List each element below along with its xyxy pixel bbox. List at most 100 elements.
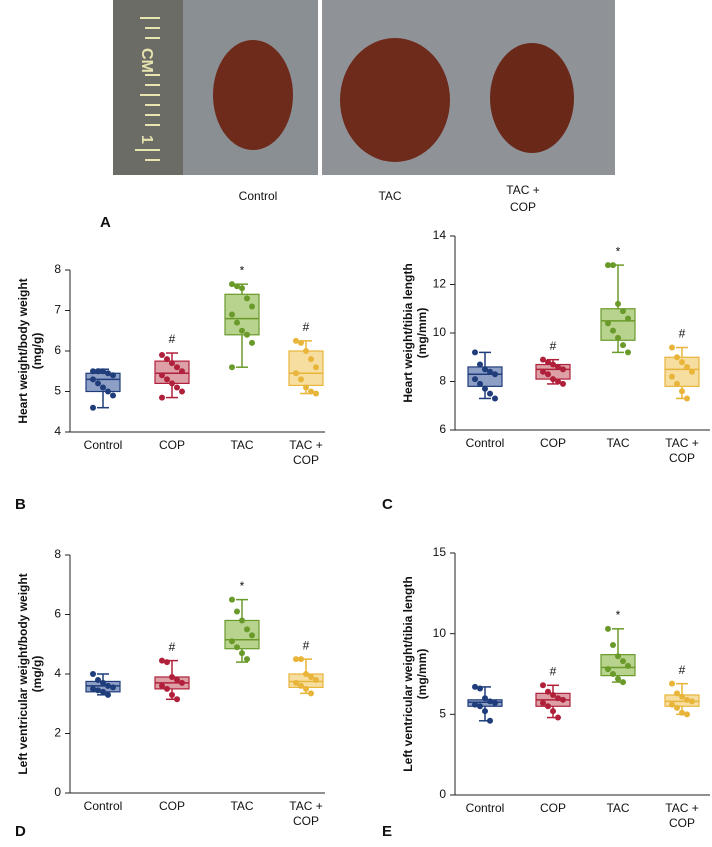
data-point [689,698,695,705]
data-point [615,653,621,660]
data-point [303,384,309,391]
data-point [174,696,180,703]
data-point [605,666,611,673]
photo-label: TAC + COP [506,183,540,214]
data-point [550,691,556,698]
data-point [298,656,304,663]
data-point [169,360,175,367]
ruler-area [113,0,183,175]
data-point [100,384,106,391]
data-point [625,315,631,322]
data-point [234,644,240,651]
data-point [95,380,101,387]
data-point [159,394,165,401]
data-point [679,388,685,395]
data-point [605,625,611,632]
x-tick-label: Control [83,438,123,452]
y-tick-label: 4 [54,666,61,680]
data-point [615,300,621,307]
x-tick-label: TAC + COP [665,436,699,465]
data-point [100,368,106,375]
data-point [545,371,551,378]
data-point [293,656,299,663]
panel-letter: B [15,496,26,513]
data-point [90,685,96,692]
data-point [472,683,478,690]
data-point [298,682,304,689]
data-point [313,390,319,397]
data-point [90,368,96,375]
data-point [229,638,235,645]
data-point [620,679,626,686]
annotation: # [303,320,310,334]
data-point [625,662,631,669]
data-point [105,691,111,698]
data-point [545,359,551,366]
data-point [159,657,165,664]
data-point [550,376,556,383]
ruler-label: 1 [138,135,155,144]
data-point [164,376,170,383]
data-point [159,372,165,379]
y-tick-label: 7 [54,303,61,317]
data-point [610,641,616,648]
data-point [313,364,319,371]
data-point [555,695,561,702]
y-tick-label: 6 [54,607,61,621]
data-point [239,617,245,624]
annotation: # [550,339,557,353]
x-tick-label: TAC [230,438,254,452]
y-tick-label: 6 [439,422,446,436]
ruler-label: CM [138,48,155,73]
y-tick-label: 5 [54,384,61,398]
data-point [669,373,675,380]
data-point [605,320,611,327]
data-point [472,349,478,356]
y-axis-label: Heart weight/tibia length [401,263,415,402]
y-axis-label: Heart weight/body weight [16,278,30,423]
x-tick-label: Control [83,799,123,813]
panel-letter: A [100,214,111,231]
data-point [239,327,245,334]
data-point [669,680,675,687]
data-point [482,708,488,715]
data-point [482,695,488,702]
annotation: # [303,638,310,652]
data-point [487,717,493,724]
x-tick-label: COP [539,436,566,450]
data-point [540,356,546,363]
data-point [610,262,616,269]
annotation: * [240,579,245,593]
data-point [689,368,695,375]
y-tick-label: 15 [433,545,447,559]
data-point [179,388,185,395]
data-point [234,319,240,326]
data-point [308,673,314,680]
data-point [487,698,493,705]
data-point [110,372,116,379]
data-point [95,687,101,694]
data-point [620,308,626,315]
data-point [234,283,240,290]
data-point [674,690,680,697]
x-tick-label: TAC [606,801,630,815]
data-point [620,658,626,665]
data-point [90,376,96,383]
annotation: # [550,664,557,678]
y-tick-label: 12 [433,277,447,291]
data-point [669,344,675,351]
data-point [105,370,111,377]
data-point [239,285,245,292]
data-point [100,679,106,686]
y-tick-label: 10 [433,325,447,339]
data-point [303,685,309,692]
heart [490,43,574,153]
y-tick-label: 8 [439,374,446,388]
data-point [487,368,493,375]
data-point [90,404,96,411]
data-point [110,684,116,691]
data-point [555,378,561,385]
x-tick-label: TAC + COP [289,438,323,467]
data-point [169,380,175,387]
data-point [487,390,493,397]
